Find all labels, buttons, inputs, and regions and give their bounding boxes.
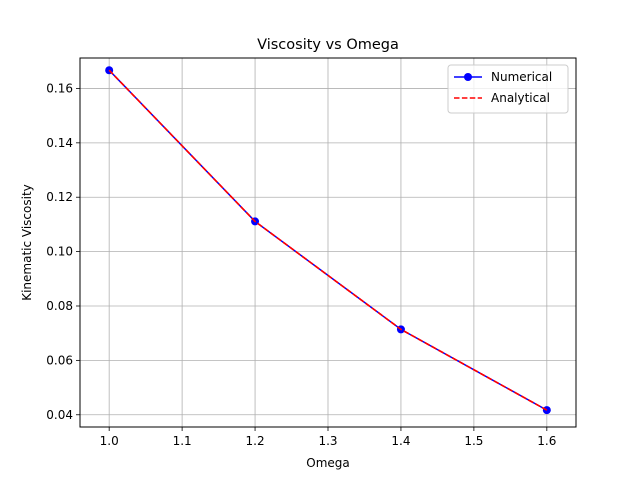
x-axis-title: Omega [306, 456, 350, 470]
y-tick-label: 0.06 [46, 353, 73, 367]
y-axis: 0.04 0.06 0.08 0.10 0.12 0.14 0.16 [46, 81, 80, 422]
y-tick-label: 0.10 [46, 245, 73, 259]
plot-series [105, 66, 551, 415]
x-tick-label: 1.1 [173, 434, 192, 448]
y-axis-title: Kinematic Viscosity [20, 184, 34, 301]
legend: Numerical Analytical [447, 64, 569, 114]
legend-numerical-marker [464, 73, 472, 81]
x-axis: 1.0 1.1 1.2 1.3 1.4 1.5 1.6 [100, 427, 556, 448]
y-tick-label: 0.08 [46, 299, 73, 313]
grid [80, 58, 576, 427]
y-tick-label: 0.16 [46, 81, 73, 95]
legend-numerical-label: Numerical [491, 70, 552, 84]
legend-analytical-label: Analytical [491, 91, 550, 105]
x-tick-label: 1.5 [464, 434, 483, 448]
x-tick-label: 1.2 [246, 434, 265, 448]
analytical-line-overlay [108, 69, 548, 411]
y-tick-label: 0.04 [46, 408, 73, 422]
y-tick-label: 0.12 [46, 190, 73, 204]
x-tick-label: 1.3 [318, 434, 337, 448]
x-tick-label: 1.6 [537, 434, 556, 448]
chart-title: Viscosity vs Omega [257, 37, 399, 53]
x-tick-label: 1.0 [100, 434, 119, 448]
plot-frame [79, 57, 577, 428]
x-tick-label: 1.4 [391, 434, 410, 448]
y-tick-label: 0.14 [46, 136, 73, 150]
